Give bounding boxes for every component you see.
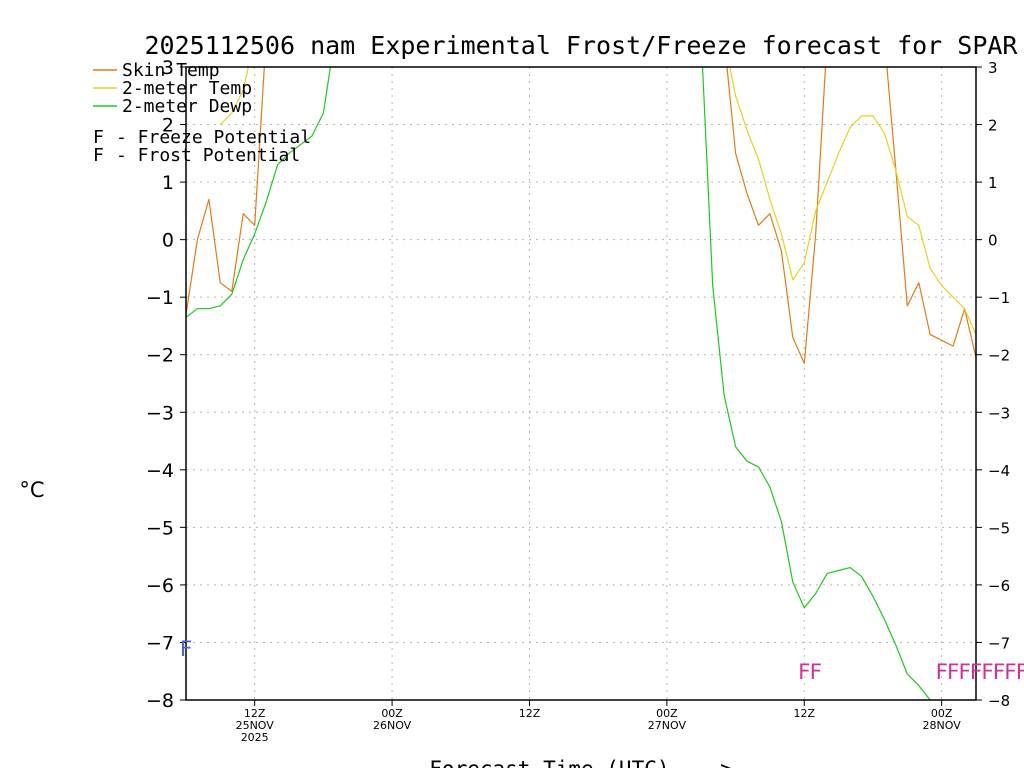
y-tick-label-left: −3 (146, 402, 174, 424)
frost-marker: F (180, 637, 193, 661)
freeze-marker: F (809, 660, 822, 684)
freeze-marker: F (947, 660, 960, 684)
y-tick-label-right: −6 (988, 577, 1010, 595)
y-tick-label-left: −4 (146, 460, 174, 482)
y-tick-label-left: −5 (146, 517, 174, 539)
freeze-marker: F (798, 660, 811, 684)
freeze-marker: F (993, 660, 1006, 684)
y-axis-ticks: −8 −8 −7 −7 −6 −6 −5 −5 −4 −4 −3 −3 −2 −2 −1 −1 0 0 1 1 2 2 3 3 (146, 57, 1010, 712)
x-tick-label: 00Z (381, 707, 403, 720)
freeze-marker: F (1004, 660, 1017, 684)
legend-label: Skin Temp (122, 60, 220, 81)
y-axis-label: °C (19, 478, 44, 502)
x-tick-label: 12Z (519, 707, 541, 720)
grid-layer (186, 67, 976, 700)
legend-marker-symbol: F (93, 145, 104, 166)
freeze-marker: F (958, 660, 971, 684)
y-tick-label-left: 0 (162, 230, 174, 252)
y-tick-label-right: −1 (988, 289, 1010, 307)
legend-label: 2-meter Dewp (122, 96, 252, 117)
series-line-2-meter-temp (219, 67, 976, 336)
freeze-marker: F (1015, 660, 1024, 684)
series-layer (186, 67, 976, 700)
y-tick-label-left: −1 (146, 287, 174, 309)
y-tick-label-left: 1 (162, 172, 174, 194)
x-tick-label: 28NOV (923, 719, 962, 732)
series-line-skin-temp (186, 67, 976, 364)
y-tick-label-left: 3 (162, 57, 174, 79)
legend-label: 2-meter Temp (122, 78, 252, 99)
x-tick-label: 12Z (793, 707, 815, 720)
freeze-marker: F (981, 660, 994, 684)
x-tick-label: 27NOV (648, 719, 687, 732)
legend-marker-label: - Frost Potential (116, 145, 300, 166)
y-tick-label-left: −7 (146, 632, 174, 654)
y-tick-label-right: 3 (988, 59, 998, 77)
x-tick-label: 25NOV (236, 719, 275, 732)
y-tick-label-right: 1 (988, 174, 998, 192)
legend-marker-label: - Freeze Potential (116, 127, 311, 148)
x-tick-label: 12Z (244, 707, 266, 720)
series-line-2-meter-dewp (186, 67, 976, 700)
freeze-marker: F (935, 660, 948, 684)
x-tick-label: 00Z (656, 707, 678, 720)
y-tick-label-right: −4 (988, 462, 1010, 480)
x-tick-label: 26NOV (373, 719, 412, 732)
y-tick-label-right: −2 (988, 347, 1010, 365)
plot-frame (180, 66, 982, 706)
y-tick-label-left: −8 (146, 690, 174, 712)
legend-marker-symbol: F (93, 127, 104, 148)
y-tick-label-left: −6 (146, 575, 174, 597)
plot-border (185, 66, 977, 701)
y-tick-label-right: 2 (988, 117, 998, 135)
y-tick-label-left: −2 (146, 345, 174, 367)
x-axis-label: Forecast Time (UTC) ---> (429, 757, 732, 768)
y-tick-label-right: −5 (988, 519, 1010, 537)
y-tick-label-right: −7 (988, 634, 1010, 652)
frost-freeze-markers: FFFFFFFFFFFFFFFF (180, 637, 1024, 684)
x-tick-label: 00Z (931, 707, 953, 720)
freeze-marker: F (970, 660, 983, 684)
y-tick-label-left: 2 (162, 115, 174, 137)
y-tick-label-right: −3 (988, 404, 1010, 422)
y-tick-label-right: −8 (988, 692, 1010, 710)
chart-title: 2025112506 nam Experimental Frost/Freeze… (145, 31, 1019, 60)
y-tick-label-right: 0 (988, 232, 998, 250)
x-tick-label: 2025 (241, 731, 269, 744)
